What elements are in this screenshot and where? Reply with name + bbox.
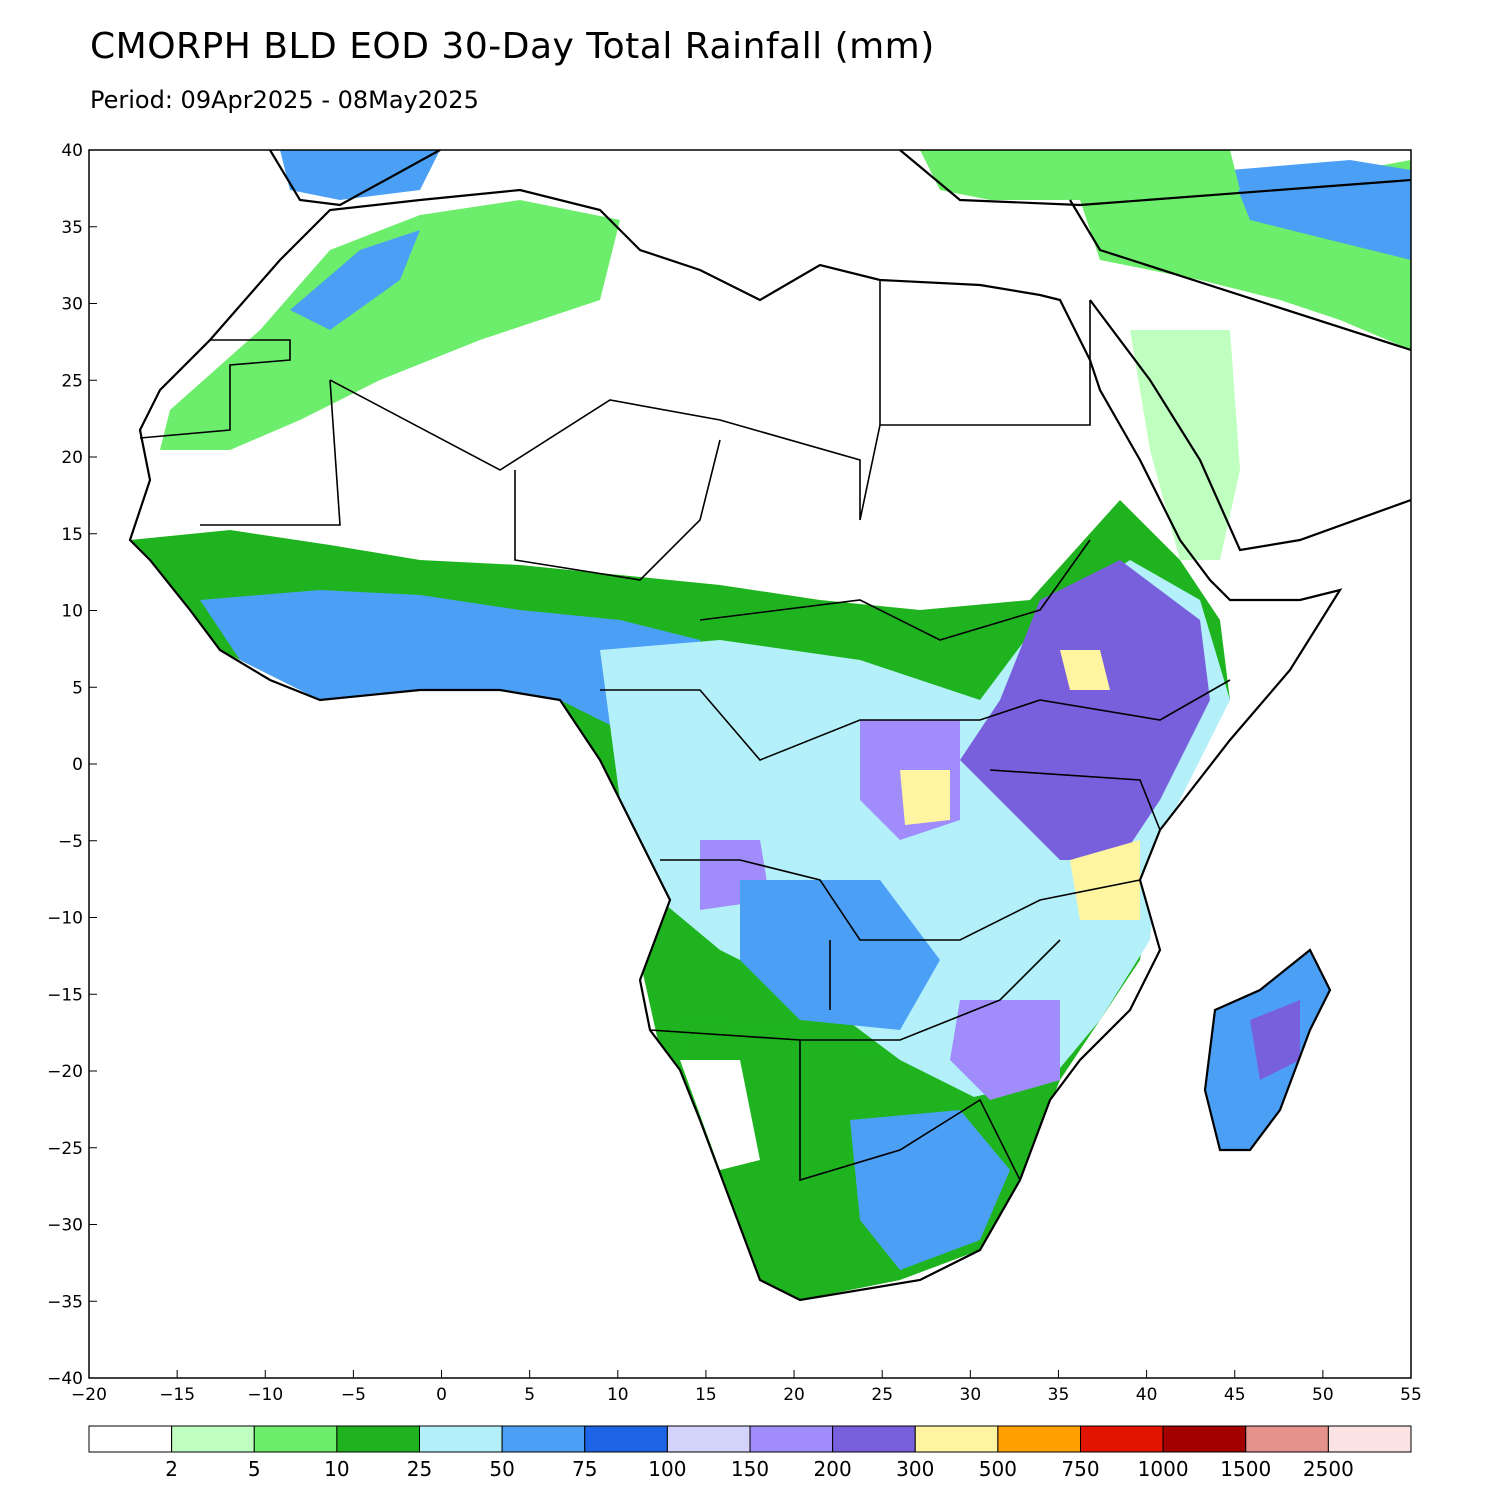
y-tick-label: −30 (47, 1216, 83, 1236)
colorbar-swatch (914, 1425, 999, 1453)
y-axis-ticks: 40 35 30 25 20 15 10 5 0 −5 −10 −15 −20 −25 −30 −35 −40 (47, 141, 97, 1389)
coastlines (128, 150, 1411, 1302)
y-tick-label: 20 (61, 448, 83, 468)
x-tick-label: 55 (1400, 1385, 1422, 1405)
y-tick-label: −25 (47, 1139, 83, 1159)
colorbar-label: 500 (979, 1457, 1017, 1481)
colorbar-label: 2 (165, 1457, 178, 1481)
map-subtitle: Period: 09Apr2025 - 08May2025 (90, 86, 479, 114)
country-borders (139, 280, 1231, 1182)
x-tick-label: −5 (341, 1385, 366, 1405)
x-tick-label: −10 (247, 1385, 283, 1405)
colorbar-swatch (749, 1425, 834, 1453)
colorbar-label: 200 (814, 1457, 852, 1481)
map-title: CMORPH BLD EOD 30-Day Total Rainfall (mm… (90, 26, 935, 67)
x-tick-label: 5 (524, 1385, 535, 1405)
colorbar-swatch (1162, 1425, 1247, 1453)
x-tick-label: 35 (1048, 1385, 1070, 1405)
colorbar-swatch (997, 1425, 1081, 1453)
colorbar-swatch (666, 1425, 751, 1453)
colorbar-label: 300 (896, 1457, 934, 1481)
y-tick-label: 0 (72, 755, 83, 775)
y-tick-label: 40 (61, 141, 83, 161)
colorbar-swatch (1327, 1425, 1412, 1453)
y-tick-label: 10 (61, 602, 83, 622)
x-tick-label: 30 (960, 1385, 982, 1405)
colorbar-label: 50 (489, 1457, 514, 1481)
colorbar: 2 5 10 25 50 75 100 150 200 300 500 750 1000 1500 2500 (88, 1425, 1412, 1481)
colorbar-swatch (88, 1425, 173, 1453)
colorbar-label: 2500 (1303, 1457, 1354, 1481)
colorbar-swatch (584, 1425, 668, 1453)
rainfall-field (130, 150, 1411, 1300)
colorbar-swatch (419, 1425, 503, 1453)
colorbar-label: 25 (407, 1457, 432, 1481)
colorbar-swatch (171, 1425, 255, 1453)
x-tick-label: 15 (695, 1385, 717, 1405)
x-tick-label: 10 (607, 1385, 629, 1405)
x-tick-label: 0 (436, 1385, 447, 1405)
y-tick-label: 25 (61, 371, 83, 391)
x-tick-label: −20 (71, 1385, 107, 1405)
colorbar-swatch (832, 1425, 916, 1453)
y-tick-label: 5 (72, 678, 83, 698)
colorbar-label: 750 (1061, 1457, 1099, 1481)
y-tick-label: −10 (47, 909, 83, 929)
colorbar-swatch (501, 1425, 586, 1453)
y-tick-label: 35 (61, 218, 83, 238)
x-tick-label: 25 (871, 1385, 893, 1405)
colorbar-swatch (253, 1425, 338, 1453)
x-tick-label: 40 (1136, 1385, 1158, 1405)
y-tick-label: 30 (61, 295, 83, 315)
colorbar-label: 10 (324, 1457, 349, 1481)
colorbar-label: 100 (648, 1457, 686, 1481)
x-tick-label: 50 (1312, 1385, 1334, 1405)
colorbar-label: 150 (731, 1457, 769, 1481)
colorbar-label: 1500 (1220, 1457, 1271, 1481)
x-tick-label: 45 (1224, 1385, 1246, 1405)
x-axis-ticks: −20 −15 −10 −5 0 5 10 15 20 25 30 35 40 45 50 55 (71, 1370, 1422, 1405)
colorbar-label: 75 (572, 1457, 597, 1481)
y-tick-label: −40 (47, 1369, 83, 1389)
y-tick-label: −5 (58, 832, 83, 852)
y-tick-label: −15 (47, 985, 83, 1005)
colorbar-label: 1000 (1138, 1457, 1189, 1481)
x-tick-label: 20 (783, 1385, 805, 1405)
colorbar-swatch (1245, 1425, 1329, 1453)
y-tick-label: 15 (61, 525, 83, 545)
x-tick-label: −15 (159, 1385, 195, 1405)
y-tick-label: −20 (47, 1062, 83, 1082)
colorbar-swatch (1080, 1425, 1164, 1453)
y-tick-label: −35 (47, 1292, 83, 1312)
colorbar-swatch (336, 1425, 420, 1453)
colorbar-label: 5 (248, 1457, 261, 1481)
